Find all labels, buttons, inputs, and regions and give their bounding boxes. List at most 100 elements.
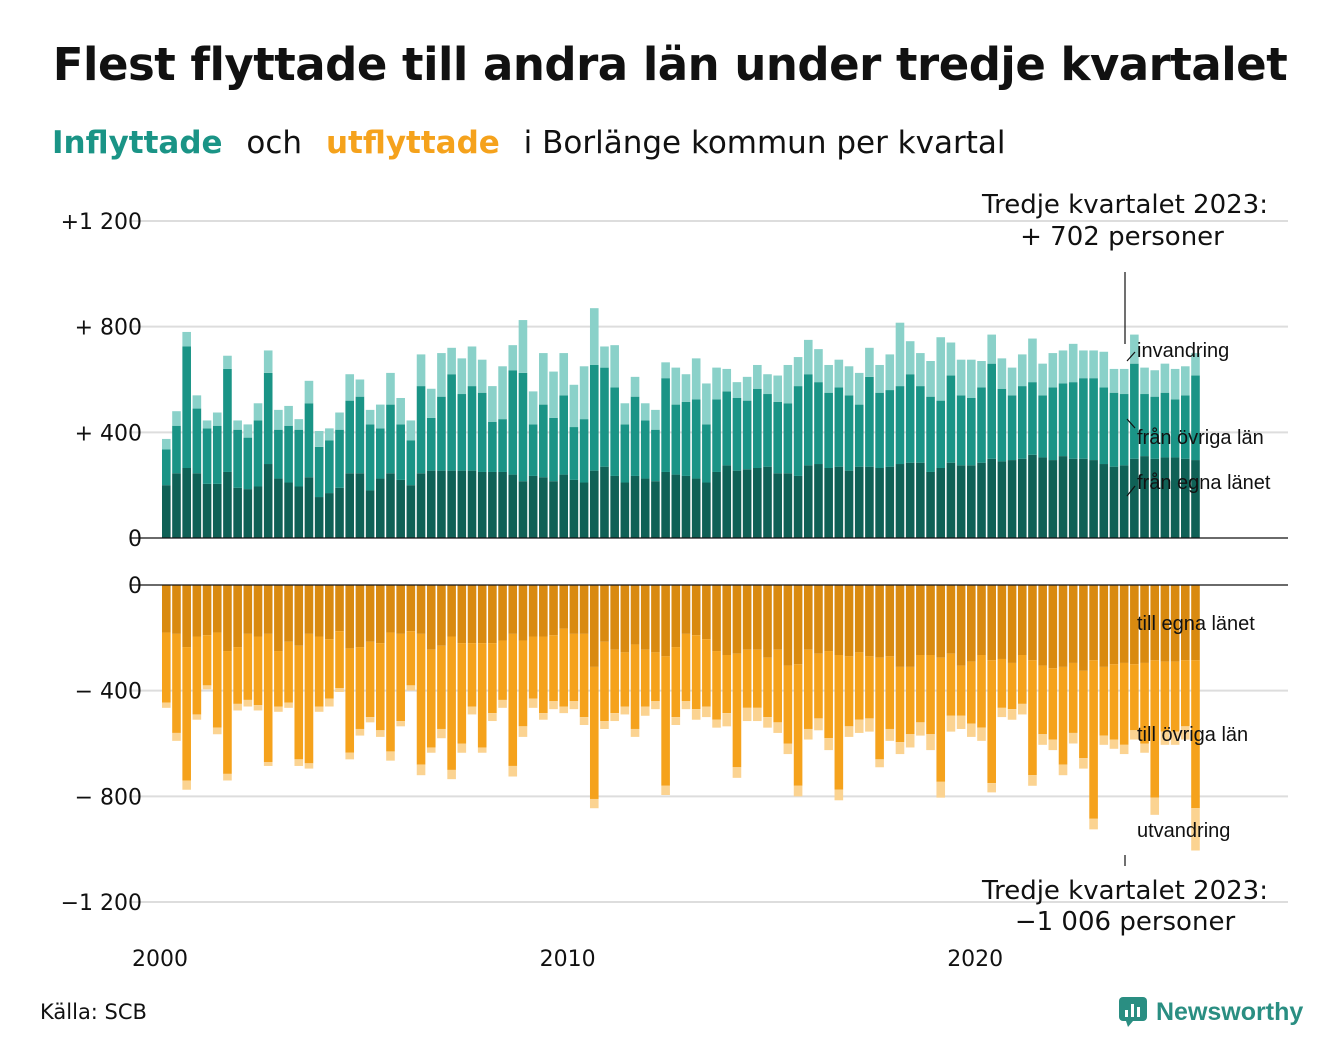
bar-invandring [956,359,966,396]
bar-fran-egna [304,477,314,538]
bar-fran-ovriga [854,404,864,467]
bar-fran-egna [702,482,711,538]
bar-fran-egna [956,465,966,538]
bar-invandring [1038,363,1047,396]
bar-till-egna [314,585,324,637]
bar-till-egna [304,585,314,634]
bar-fran-ovriga [1079,378,1088,459]
bar-till-egna [783,585,793,666]
bar-till-ovriga [304,633,314,764]
bar-utvandring [753,707,762,722]
bar-fran-ovriga [997,388,1007,462]
bar-utvandring [498,699,507,708]
bar-fran-egna [335,487,344,538]
bar-till-egna [1191,585,1200,661]
bar-till-egna [162,585,171,633]
bar-till-egna [651,585,660,653]
bar-fran-ovriga [263,372,273,465]
bar-fran-ovriga [477,392,487,472]
bar-till-ovriga [457,643,467,744]
bar-utvandring [294,759,304,766]
bar-utvandring [508,765,518,777]
bar-till-egna [610,585,619,650]
bar-invandring [488,386,497,422]
bar-till-ovriga [691,635,701,710]
bar-till-egna [549,585,558,636]
bar-till-egna [763,585,772,658]
bar-fran-ovriga [202,428,212,484]
bar-fran-egna [212,483,222,538]
bar-utvandring [335,688,344,692]
bar-fran-egna [967,465,976,538]
bar-till-ovriga [854,652,864,720]
bar-till-egna [1028,585,1037,661]
bar-invandring [477,359,487,393]
bar-till-egna [1017,585,1027,655]
bar-till-egna [579,585,589,634]
bar-fran-ovriga [977,387,986,463]
bar-utvandring [1038,734,1047,745]
bar-utvandring [325,698,334,707]
bar-fran-egna [814,464,823,538]
bar-fran-egna [467,470,477,538]
bar-fran-ovriga [426,417,436,471]
bottom-y-tick-label: −1 200 [61,891,142,916]
bar-till-egna [274,585,283,652]
bar-till-egna [630,585,640,645]
bar-invandring [834,359,844,388]
bar-utvandring [549,701,558,710]
bar-utvandring [1181,726,1190,740]
bar-fran-ovriga [661,378,670,472]
bar-utvandring [1130,730,1139,740]
bar-till-ovriga [681,633,691,702]
bar-till-ovriga [1068,662,1078,733]
bar-fran-ovriga [691,399,701,479]
bar-till-ovriga [793,664,803,786]
bar-till-ovriga [753,649,762,708]
bar-fran-egna [987,458,996,538]
top-y-tick-label: +1 200 [61,210,142,235]
bar-till-ovriga [437,645,446,729]
bar-till-egna [233,585,242,648]
bar-utvandring [956,715,966,729]
bar-fran-egna [518,481,528,538]
bar-invandring [854,372,864,405]
brand-name: Newsworthy [1156,997,1304,1026]
bar-till-ovriga [620,652,630,707]
bar-invandring [559,353,569,396]
bar-fran-egna [1181,458,1190,538]
bar-utvandring [162,702,171,708]
bar-fran-egna [1068,458,1078,538]
bar-utvandring [824,738,833,751]
bar-utvandring [1109,739,1119,749]
bar-till-egna [640,585,650,650]
bar-invandring [1099,351,1109,388]
bar-fran-egna [824,468,833,538]
bar-till-egna [916,585,925,655]
bar-fran-ovriga [528,424,538,476]
bar-invandring [671,367,681,405]
bar-invandring [386,372,395,405]
bar-invandring [1028,338,1037,383]
bar-till-egna [732,585,742,654]
bar-invandring [916,353,925,387]
bar-utvandring [905,734,915,748]
bar-till-egna [967,585,976,662]
bar-till-ovriga [274,651,283,707]
bar-invandring [243,424,253,438]
bar-invandring [783,364,793,404]
bar-till-ovriga [569,633,579,702]
bar-utvandring [875,759,884,768]
bar-invandring [1058,350,1068,384]
bar-till-egna [946,585,956,654]
chart-subtitle: Inflyttade och utflyttade i Borlänge kom… [52,125,1020,161]
bar-till-ovriga [243,633,253,700]
bar-till-ovriga [1109,664,1119,740]
bar-invandring [875,364,884,393]
bar-till-egna [192,585,202,637]
bar-fran-ovriga [1068,382,1078,459]
bar-fran-ovriga [824,392,833,468]
bar-till-egna [1007,585,1017,663]
bar-fran-ovriga [671,404,681,475]
